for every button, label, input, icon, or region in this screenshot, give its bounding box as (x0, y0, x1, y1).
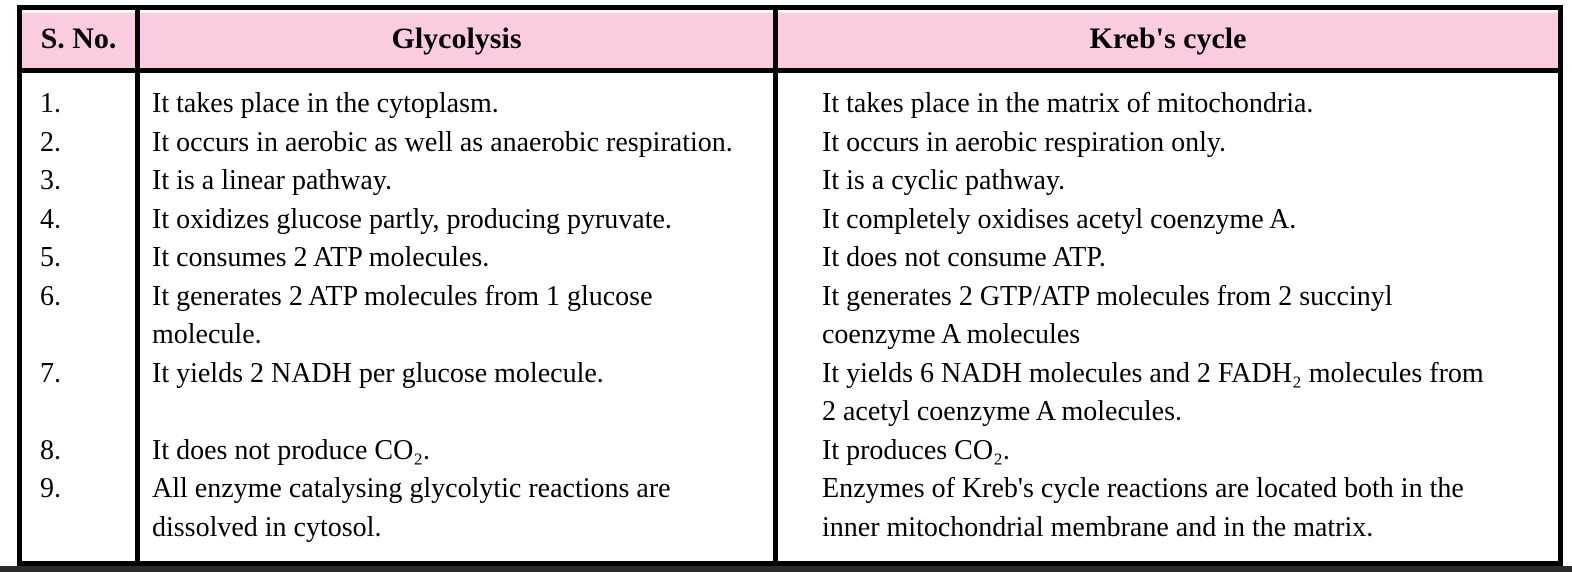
row-number: 5. (40, 242, 61, 273)
row-number: 8. (40, 434, 61, 466)
row-number: 4. (40, 203, 61, 235)
header-krebs-cycle: Kreb's cycle (773, 7, 1561, 73)
glycolysis-cell: It occurs in aerobic as well as anaerobi… (135, 123, 776, 162)
glycolysis-cell: It takes place in the cytoplasm. (135, 70, 776, 124)
glycolysis-cell: It consumes 2 ATP molecules. (135, 239, 776, 278)
table-row: 7. It yields 2 NADH per glucose molecule… (20, 354, 1561, 432)
glycolysis-cell: It yields 2 NADH per glucose molecule. (135, 354, 776, 432)
table-row: 1. It takes place in the cytoplasm. It t… (20, 70, 1561, 124)
table-row: 9. All enzyme catalysing glycolytic reac… (20, 470, 1561, 564)
glycolysis-cell: It generates 2 ATP molecules from 1 gluc… (135, 277, 776, 355)
krebs-cell: It produces CO₂. (773, 431, 1561, 470)
header-serial-number: S. No. (19, 7, 138, 73)
krebs-cell: It occurs in aerobic respiration only. (773, 123, 1561, 162)
glycolysis-cell: It is a linear pathway. (135, 162, 776, 201)
row-number: 7. (40, 357, 61, 389)
krebs-cell: It completely oxidises acetyl coenzyme A… (773, 200, 1561, 239)
table-row: 6. It generates 2 ATP molecules from 1 g… (20, 277, 1561, 355)
row-number: 3. (40, 165, 61, 196)
table-row: 8. It does not produce CO₂. It produces … (20, 431, 1561, 470)
glycolysis-cell: All enzyme catalysing glycolytic reactio… (135, 470, 776, 564)
krebs-cell: It generates 2 GTP/ATP molecules from 2 … (773, 277, 1561, 355)
table-row: 5. It consumes 2 ATP molecules. It does … (20, 239, 1561, 278)
table-row: 2. It occurs in aerobic as well as anaer… (20, 123, 1561, 162)
row-number: 1. (40, 88, 61, 119)
header-row: S. No. Glycolysis Kreb's cycle (19, 7, 1561, 73)
table-row: 3. It is a linear pathway. It is a cycli… (20, 162, 1561, 201)
row-number: 6. (40, 280, 61, 312)
krebs-cell: It is a cyclic pathway. (773, 162, 1561, 201)
glycolysis-krebs-comparison-table: S. No. Glycolysis Kreb's cycle 1. It tak… (17, 5, 1563, 566)
krebs-cell: It does not consume ATP. (773, 239, 1561, 278)
row-number: 2. (40, 126, 61, 158)
glycolysis-cell: It oxidizes glucose partly, producing py… (135, 200, 776, 239)
krebs-cell: It takes place in the matrix of mitochon… (773, 70, 1561, 124)
krebs-cell: It yields 6 NADH molecules and 2 FADH₂ m… (773, 354, 1561, 432)
table-row: 4. It oxidizes glucose partly, producing… (20, 200, 1561, 239)
row-number: 9. (40, 473, 61, 504)
header-glycolysis: Glycolysis (135, 7, 776, 73)
bottom-page-divider (0, 566, 1572, 572)
glycolysis-cell: It does not produce CO₂. (135, 431, 776, 470)
krebs-cell: Enzymes of Kreb's cycle reactions are lo… (773, 470, 1561, 564)
